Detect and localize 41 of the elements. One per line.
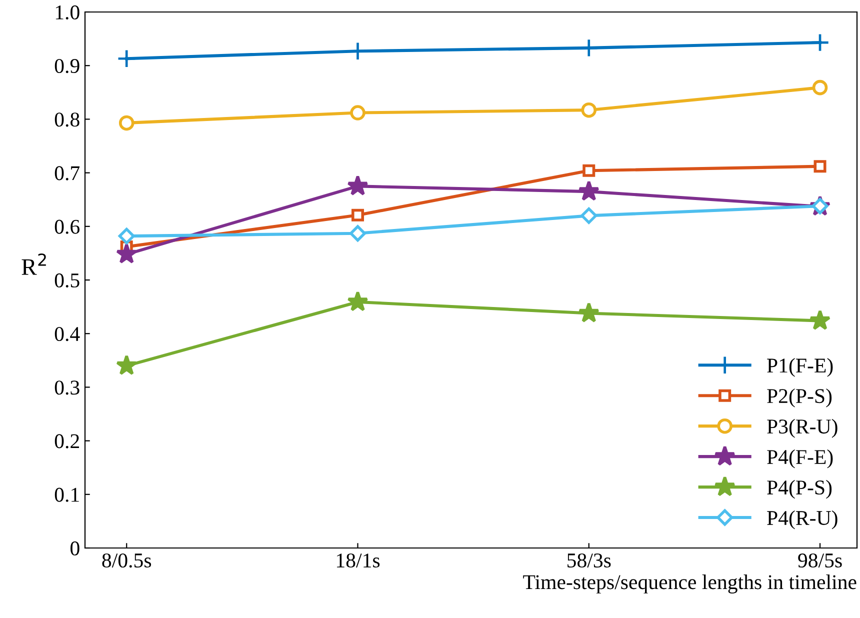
- y-tick-label: 0.1: [54, 488, 79, 502]
- point: [351, 208, 364, 222]
- x-tick-label: 8/0.5s: [102, 553, 152, 568]
- point: [118, 228, 135, 244]
- legend-label: P4(F-E): [767, 449, 833, 468]
- point: [347, 290, 368, 312]
- point: [809, 310, 831, 330]
- y-tick-label: 0.5: [54, 273, 80, 288]
- point: [581, 102, 597, 118]
- point: [814, 160, 826, 173]
- x-tick-label: 98/5s: [798, 553, 842, 568]
- y-tick-label: 1.0: [56, 5, 80, 20]
- y-tick-label: 0.4: [54, 326, 80, 342]
- x-tick-label: 18/1s: [337, 553, 380, 568]
- x-axis-title: Time-steps/sequence lengths in timeline: [523, 574, 856, 594]
- y-tick-label: 0.8: [54, 112, 80, 127]
- point: [347, 175, 368, 196]
- y-tick-label: 0: [70, 541, 80, 556]
- y-axis-title: R$^{2}$: [22, 253, 46, 275]
- point: [118, 50, 135, 67]
- y-tick-label: 0.6: [54, 220, 80, 234]
- legend-label: P1(F-E): [767, 358, 833, 377]
- point: [349, 225, 366, 242]
- point: [812, 80, 828, 96]
- x-tick-label: 58/3s: [568, 553, 611, 568]
- point: [116, 243, 138, 264]
- y-tick-label: 0.3: [54, 380, 80, 395]
- point: [578, 302, 600, 322]
- point: [350, 105, 366, 120]
- point: [118, 115, 134, 131]
- point: [116, 354, 138, 376]
- legend-label: P3(R-U): [767, 418, 838, 438]
- y-tick-label: 0.9: [54, 58, 80, 74]
- legend-label: P4(R-U): [767, 510, 838, 530]
- legend-label: P2(P-S): [767, 388, 832, 408]
- point: [580, 207, 598, 224]
- point: [582, 164, 596, 177]
- y-tick-label: 0.2: [54, 434, 79, 448]
- y-tick-label: 0.7: [54, 166, 80, 180]
- legend-label: P4(P-S): [767, 480, 832, 499]
- point: [578, 180, 600, 201]
